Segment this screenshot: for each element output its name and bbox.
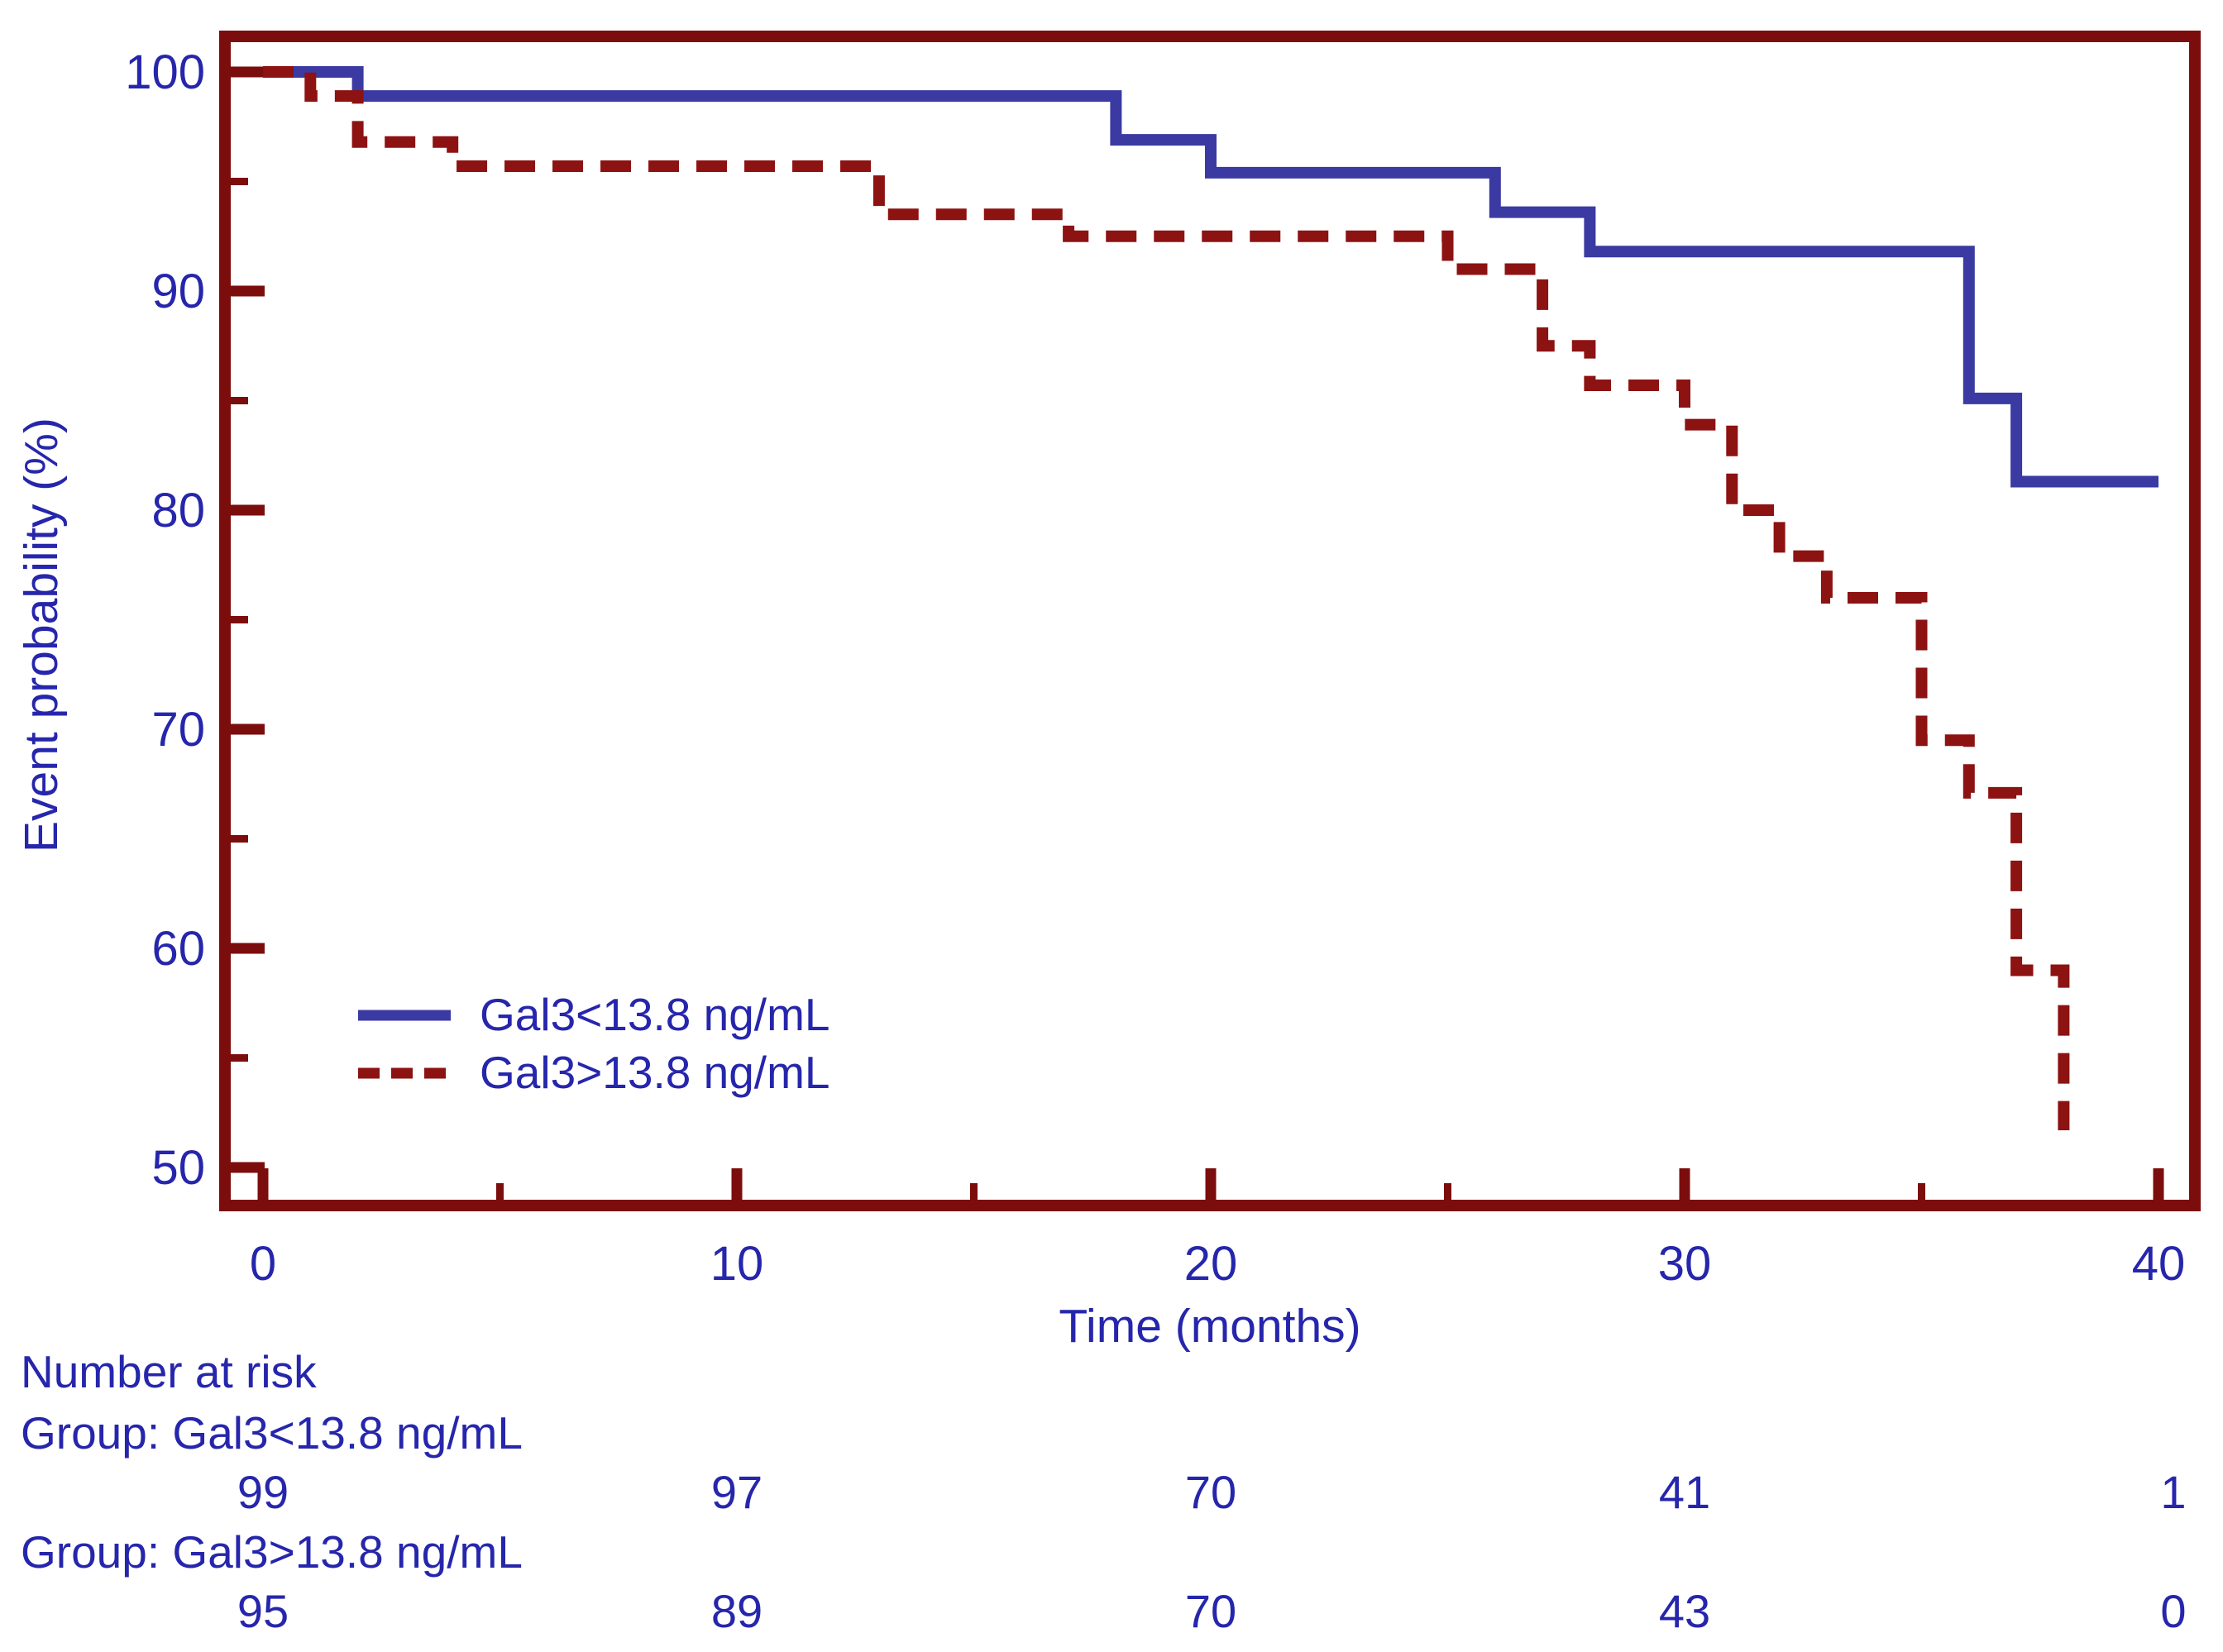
y-tick-label: 50 <box>151 1141 205 1195</box>
risk-group-label-low: Group: Gal3<13.8 ng/mL <box>21 1407 523 1459</box>
risk-count: 97 <box>710 1466 763 1518</box>
y-tick-label: 70 <box>151 703 205 757</box>
y-tick-label: 80 <box>151 484 205 537</box>
curve-low-gal3 <box>263 66 2158 488</box>
x-tick-label: 0 <box>250 1237 276 1291</box>
y-tick-label: 90 <box>151 265 205 318</box>
risk-count: 70 <box>1184 1585 1237 1637</box>
risk-count: 1 <box>2160 1466 2187 1518</box>
risk-count: 0 <box>2160 1585 2187 1637</box>
x-tick-label: 20 <box>1184 1237 1238 1291</box>
risk-counts-row-high: 95 89 70 43 0 <box>0 1584 2223 1642</box>
risk-count: 95 <box>237 1585 289 1637</box>
x-axis-title: Time (months) <box>1059 1300 1361 1353</box>
y-axis-title: Event probability (%) <box>15 418 68 852</box>
risk-count: 89 <box>710 1585 763 1637</box>
legend-label-high-group: Gal3>13.8 ng/mL <box>480 1047 830 1098</box>
y-tick-label: 60 <box>151 922 205 976</box>
y-tick-label: 100 <box>125 45 205 99</box>
risk-group-label-high: Group: Gal3>13.8 ng/mL <box>21 1526 523 1578</box>
risk-count: 43 <box>1658 1585 1711 1637</box>
number-at-risk-title: Number at risk <box>21 1346 317 1397</box>
risk-count: 99 <box>237 1466 289 1518</box>
x-tick-label: 40 <box>2132 1237 2186 1291</box>
curve-high-gal3 <box>263 66 2070 1130</box>
risk-count: 70 <box>1184 1466 1237 1518</box>
x-tick-label: 10 <box>710 1237 764 1291</box>
x-tick-label: 30 <box>1658 1237 1712 1291</box>
legend-label-low-group: Gal3<13.8 ng/mL <box>480 989 830 1040</box>
risk-count: 41 <box>1658 1466 1711 1518</box>
risk-counts-row-low: 99 97 70 41 1 <box>0 1465 2223 1523</box>
